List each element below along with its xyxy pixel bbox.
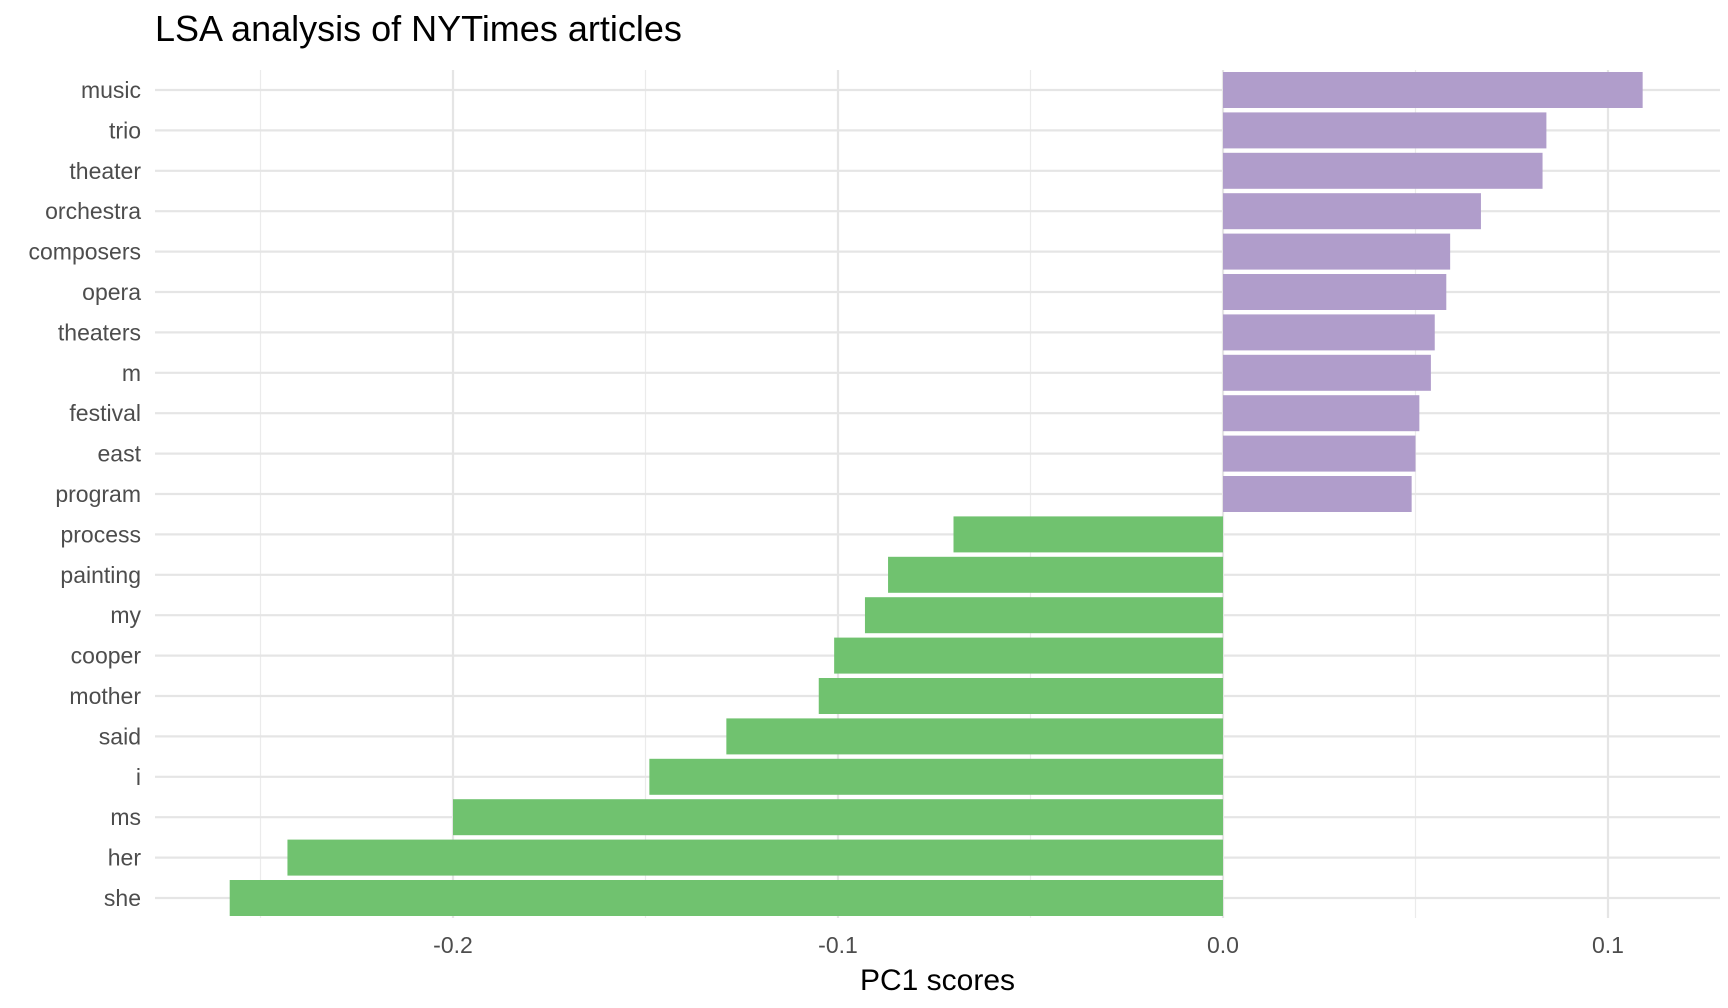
bar-festival: [1223, 395, 1420, 432]
y-tick-label: orchestra: [45, 198, 141, 224]
bar-she: [229, 880, 1223, 916]
y-tick-label: said: [99, 723, 141, 749]
bar-theater: [1223, 152, 1543, 189]
y-tick-label: cooper: [71, 643, 142, 669]
bar-said: [726, 718, 1223, 755]
y-tick-label: music: [81, 77, 141, 103]
y-tick-label: east: [98, 441, 142, 467]
y-tick-label: process: [60, 521, 141, 547]
y-tick-label: i: [136, 764, 141, 790]
bar-painting: [888, 556, 1223, 593]
bar-east: [1223, 435, 1416, 472]
x-tick-labels: -0.2 -0.1 0.0 0.1: [433, 932, 1624, 958]
y-tick-label: her: [108, 845, 142, 871]
y-tick-label: mother: [69, 683, 141, 709]
bar-ms: [453, 799, 1223, 836]
y-tick-label: painting: [60, 562, 141, 588]
y-tick-label: ms: [110, 804, 141, 830]
bar-program: [1223, 476, 1412, 512]
y-tick-label: program: [55, 481, 141, 507]
bar-theaters: [1223, 314, 1435, 351]
y-tick-label: my: [110, 602, 141, 628]
bar-i: [649, 758, 1223, 795]
y-tick-label: theaters: [58, 319, 141, 345]
bars: [229, 72, 1643, 916]
bar-cooper: [834, 637, 1223, 674]
y-tick-label: trio: [109, 117, 141, 143]
x-tick-label: -0.1: [818, 932, 858, 958]
x-tick-label: -0.2: [433, 932, 473, 958]
chart-title: LSA analysis of NYTimes articles: [155, 8, 682, 49]
bar-process: [953, 516, 1223, 553]
y-tick-label: she: [104, 885, 141, 911]
bar-m: [1223, 354, 1431, 391]
x-tick-label: 0.0: [1207, 932, 1239, 958]
y-tick-label: composers: [29, 239, 141, 265]
bar-her: [287, 839, 1223, 876]
bar-composers: [1223, 233, 1451, 270]
x-tick-label: 0.1: [1592, 932, 1624, 958]
y-tick-labels: music trio theater orchestra composers opera t…: [29, 77, 142, 911]
bar-music: [1223, 72, 1643, 108]
bar-mother: [818, 678, 1223, 714]
y-tick-label: m: [122, 360, 141, 386]
y-tick-label: festival: [69, 400, 141, 426]
bar-my: [864, 597, 1223, 634]
bar-trio: [1223, 112, 1547, 149]
y-tick-label: opera: [82, 279, 141, 305]
bar-opera: [1223, 274, 1447, 310]
y-tick-label: theater: [69, 158, 141, 184]
bar-orchestra: [1223, 193, 1481, 230]
x-axis-title: PC1 scores: [860, 964, 1015, 997]
